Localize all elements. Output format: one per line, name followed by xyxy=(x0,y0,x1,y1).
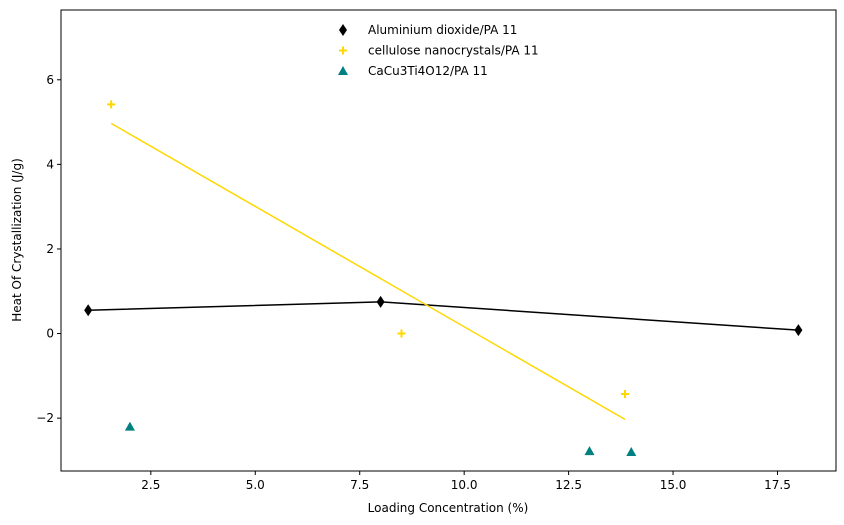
x-tick-label: 15.0 xyxy=(660,478,687,492)
y-tick-label: 2 xyxy=(46,242,54,256)
legend-marker-0 xyxy=(339,24,347,36)
series-2-point-1 xyxy=(584,446,595,456)
series-1-line xyxy=(110,122,626,421)
x-tick-label: 7.5 xyxy=(350,478,369,492)
x-tick-label: 5.0 xyxy=(246,478,265,492)
series-0-point-0 xyxy=(84,304,93,317)
y-axis-ticks: −2 0 2 4 6 xyxy=(36,73,61,425)
x-tick-label: 2.5 xyxy=(141,478,160,492)
series-0-point-1 xyxy=(376,295,385,308)
series-1-point-1 xyxy=(397,329,406,338)
series-2-point-0 xyxy=(124,421,135,431)
y-tick-label: 0 xyxy=(46,327,54,341)
x-axis-ticks: 2.5 5.0 7.5 10.0 12.5 15.0 17.5 xyxy=(141,471,791,492)
y-tick-label: 4 xyxy=(46,157,54,171)
series-layer xyxy=(84,100,803,456)
legend-entry-0: Aluminium dioxide/PA 11 xyxy=(339,23,517,37)
x-tick-label: 17.5 xyxy=(764,478,791,492)
series-0 xyxy=(84,295,803,337)
series-1 xyxy=(107,100,630,421)
series-1-point-2 xyxy=(621,390,630,399)
legend-label-0: Aluminium dioxide/PA 11 xyxy=(368,23,517,37)
x-tick-label: 10.0 xyxy=(451,478,478,492)
legend-marker-2 xyxy=(338,66,348,75)
legend-label-1: cellulose nanocrystals/PA 11 xyxy=(368,44,539,58)
plot-area xyxy=(60,9,837,472)
series-0-point-2 xyxy=(794,324,803,337)
x-tick-label: 12.5 xyxy=(555,478,582,492)
legend-entry-1: cellulose nanocrystals/PA 11 xyxy=(339,44,539,58)
legend-label-2: CaCu3Ti4O12/PA 11 xyxy=(368,64,488,78)
series-2 xyxy=(124,421,637,456)
legend-marker-1 xyxy=(339,46,347,55)
series-2-point-2 xyxy=(626,446,637,456)
y-tick-label: −2 xyxy=(36,411,54,425)
y-tick-label: 6 xyxy=(46,73,54,87)
legend: Aluminium dioxide/PA 11 cellulose nanocry… xyxy=(338,23,539,78)
legend-entry-2: CaCu3Ti4O12/PA 11 xyxy=(338,64,488,78)
series-1-point-0 xyxy=(107,100,116,109)
x-axis-label: Loading Concentration (%) xyxy=(368,501,529,515)
y-axis-label: Heat Of Crystallization (J/g) xyxy=(10,158,24,322)
